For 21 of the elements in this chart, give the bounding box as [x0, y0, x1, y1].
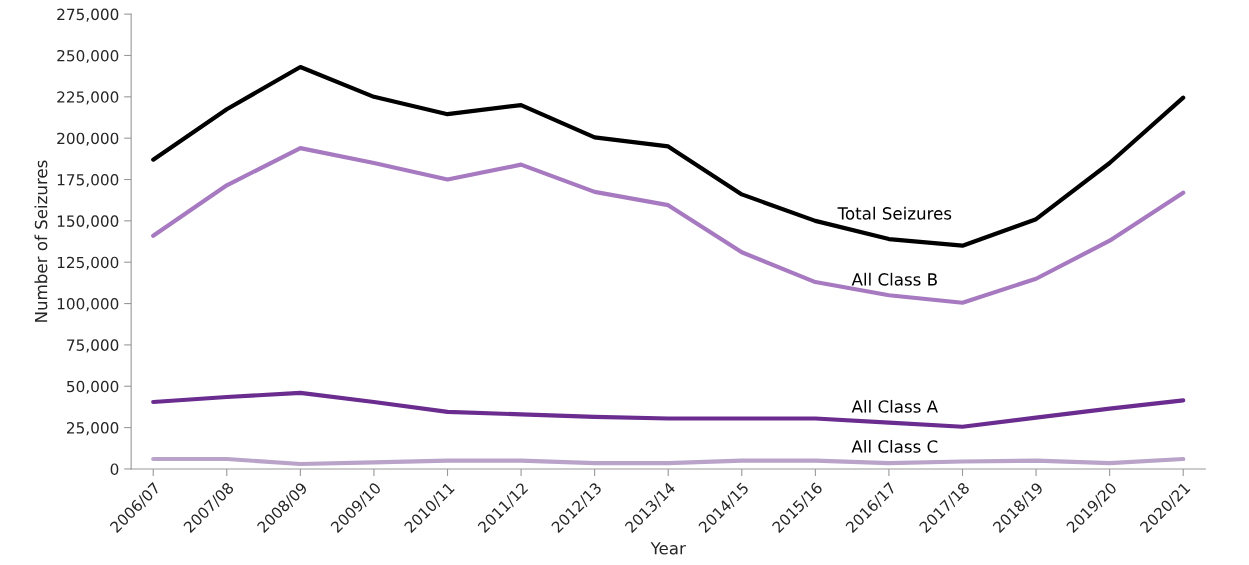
y-tick-label: 0	[110, 463, 119, 475]
line-series	[151, 390, 1186, 429]
series-label: All Class A	[851, 399, 938, 413]
y-tick-label: 25,000	[67, 422, 119, 436]
y-tick-label: 225,000	[57, 91, 119, 105]
series-label: All Class C	[851, 439, 938, 453]
y-tick-label: 275,000	[57, 8, 119, 22]
y-tick-label: 150,000	[57, 215, 119, 229]
y-tick-label: 50,000	[67, 380, 119, 394]
y-tick-label: 100,000	[57, 298, 119, 312]
y-tick-label: 200,000	[57, 132, 119, 146]
y-tick-label: 175,000	[57, 173, 119, 188]
y-tick-label: 125,000	[57, 256, 119, 270]
series-label: All Class B	[851, 272, 937, 286]
line-series	[151, 146, 1186, 305]
y-axis-title: Number of Seizures	[34, 160, 48, 322]
series-label: Total Seizures	[837, 206, 952, 220]
y-tick-label: 250,000	[57, 49, 119, 64]
x-axis-title: Year	[650, 542, 686, 555]
y-tick-label: 75,000	[67, 339, 119, 353]
line-series	[151, 64, 1186, 248]
